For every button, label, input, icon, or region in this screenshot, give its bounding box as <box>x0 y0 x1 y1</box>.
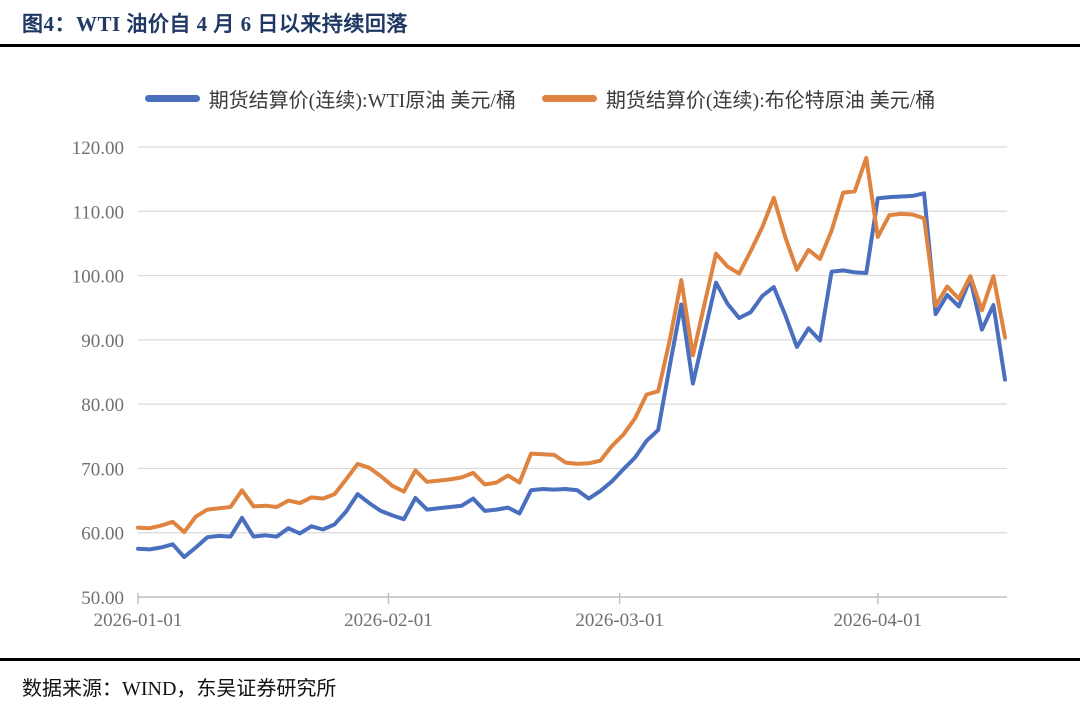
brent-legend-label: 期货结算价(连续):布伦特原油 美元/桶 <box>605 90 936 112</box>
legend-item-wti: 期货结算价(连续):WTI原油 美元/桶 <box>144 84 516 113</box>
y-axis-label: 100.00 <box>72 267 124 288</box>
figure-title: 图4：WTI 油价自 4 月 6 日以来持续回落 <box>22 12 408 36</box>
wti-price-line <box>136 191 1007 560</box>
x-axis-label: 2026-03-01 <box>575 610 664 631</box>
x-axis-label: 2026-02-01 <box>344 610 433 631</box>
y-axis-label: 110.00 <box>72 202 124 223</box>
x-axis-label: 2026-01-01 <box>94 610 183 631</box>
x-axis-label: 2026-04-01 <box>834 610 923 631</box>
legend-item-brent: 期货结算价(连续):布伦特原油 美元/桶 <box>541 84 936 113</box>
y-axis-label: 80.00 <box>81 395 124 416</box>
y-axis-label: 90.00 <box>81 331 124 352</box>
wti-line-swatch <box>144 95 200 102</box>
y-axis-label: 120.00 <box>72 138 124 159</box>
data-source-note: 数据来源：WIND，东吴证券研究所 <box>22 678 337 700</box>
y-axis-label: 60.00 <box>81 524 124 545</box>
brent-price-line <box>136 155 1007 535</box>
brent-line-swatch <box>541 95 597 102</box>
wti-legend-label: 期货结算价(连续):WTI原油 美元/桶 <box>208 90 516 112</box>
chart-legend: 期货结算价(连续):WTI原油 美元/桶 期货结算价(连续):布伦特原油 美元/… <box>0 84 1080 113</box>
footer-divider-rule <box>0 658 1080 661</box>
y-axis-label: 70.00 <box>81 459 124 480</box>
title-divider-rule <box>0 44 1080 47</box>
y-axis-label: 50.00 <box>81 588 124 609</box>
